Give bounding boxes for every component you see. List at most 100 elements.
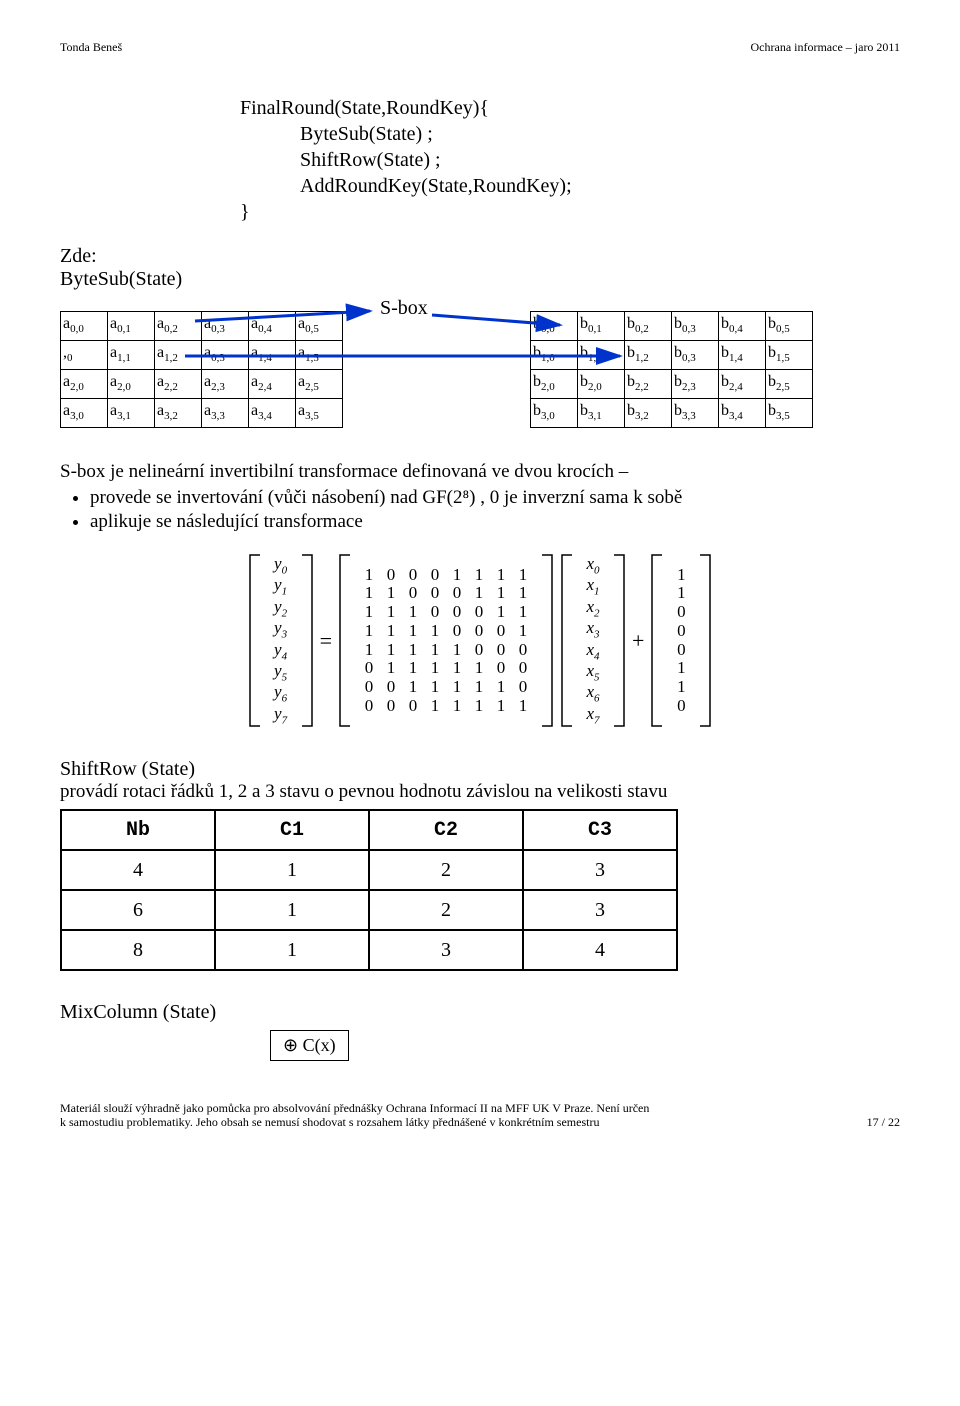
rot-cell: 1 — [215, 850, 369, 890]
matrix-cell: 0 — [424, 584, 446, 603]
matrix-cell: 0 — [402, 697, 424, 716]
state-cell: b1,2 — [625, 341, 672, 370]
state-cell: a1,5 — [296, 341, 343, 370]
matrix-cell: 0 — [358, 659, 380, 678]
state-cell: b2,4 — [719, 370, 766, 399]
plus-sign: + — [632, 628, 644, 654]
state-cell: a2,5 — [296, 370, 343, 399]
rot-cell: 1 — [215, 930, 369, 970]
matrix-cell: 1 — [512, 603, 534, 622]
matrix-cell: 1 — [380, 622, 402, 641]
state-cell: a2,0 — [108, 370, 155, 399]
page-footer: Materiál slouží výhradně jako pomůcka pr… — [60, 1101, 900, 1130]
matrix-cell: 1 — [490, 678, 512, 697]
state-cell: a3,1 — [108, 399, 155, 428]
code-line: AddRoundKey(State,RoundKey); — [300, 173, 900, 199]
matrix-cell: 1 — [512, 566, 534, 585]
state-cell: a0,4 — [249, 312, 296, 341]
state-cell: a0,2 — [155, 312, 202, 341]
m-matrix: 1000111111000111111000111111000111111000… — [358, 566, 534, 716]
state-cell: b3,4 — [719, 399, 766, 428]
state-cell: b3,1 — [578, 399, 625, 428]
matrix-cell: 1 — [380, 584, 402, 603]
state-cell: b0,1 — [578, 312, 625, 341]
state-cell: b0,3 — [672, 312, 719, 341]
matrix-cell: 0 — [424, 603, 446, 622]
shiftrow-title: ShiftRow (State) — [60, 758, 900, 781]
state-cell: a1,2 — [155, 341, 202, 370]
rot-header: C1 — [215, 810, 369, 850]
matrix-cell: 1 — [424, 678, 446, 697]
shiftrow-table: NbC1C2C3412361238134 — [60, 809, 678, 971]
matrix-cell: 1 — [424, 697, 446, 716]
rot-cell: 6 — [61, 890, 215, 930]
matrix-cell: 0 — [446, 603, 468, 622]
bullet-item: provede se invertování (vůči násobení) n… — [90, 487, 900, 509]
matrix-cell: 0 — [468, 641, 490, 660]
matrix-cell: 1 — [512, 622, 534, 641]
state-cell: a2,4 — [249, 370, 296, 399]
matrix-cell: 0 — [468, 603, 490, 622]
matrix-cell: 1 — [670, 678, 692, 697]
bracket-left — [248, 553, 262, 728]
mixcol-row: ⊕ C(x) — [60, 1030, 900, 1061]
bracket-right — [698, 553, 712, 728]
matrix-cell: 0 — [358, 678, 380, 697]
affine-matrix: y0y1y2y3y4y5y6y7 = 100011111100011111100… — [60, 553, 900, 728]
matrix-cell: 0 — [512, 659, 534, 678]
matrix-cell: 0 — [490, 622, 512, 641]
footer-line: Materiál slouží výhradně jako pomůcka pr… — [60, 1101, 649, 1115]
state-cell: ,0 — [61, 341, 108, 370]
matrix-cell: 1 — [468, 584, 490, 603]
matrix-cell: y4 — [268, 641, 294, 662]
matrix-cell: 0 — [468, 622, 490, 641]
matrix-cell: x6 — [580, 683, 606, 704]
sbox-diagram: a0,0a0,1a0,2a0,3a0,4a0,5,0a1,1a1,2a0,3a1… — [60, 301, 900, 451]
matrix-cell: 0 — [380, 566, 402, 585]
matrix-cell: 1 — [358, 584, 380, 603]
matrix-cell: y5 — [268, 662, 294, 683]
rot-cell: 4 — [61, 850, 215, 890]
matrix-cell: 0 — [490, 641, 512, 660]
matrix-cell: 1 — [424, 622, 446, 641]
state-cell: b2,3 — [672, 370, 719, 399]
matrix-cell: x1 — [580, 576, 606, 597]
mixcol-title: MixColumn (State) — [60, 1001, 900, 1024]
matrix-cell: 0 — [402, 584, 424, 603]
matrix-cell: 1 — [490, 566, 512, 585]
header-right: Ochrana informace – jaro 2011 — [751, 40, 901, 55]
state-cell: b0,3 — [672, 341, 719, 370]
shiftrow-desc: provádí rotaci řádků 1, 2 a 3 stavu o pe… — [60, 781, 900, 803]
rot-cell: 3 — [369, 930, 523, 970]
matrix-cell: x2 — [580, 598, 606, 619]
bullet-list: provede se invertování (vůči násobení) n… — [90, 487, 900, 533]
matrix-cell: 0 — [670, 603, 692, 622]
state-cell: a3,2 — [155, 399, 202, 428]
state-cell: b0,2 — [625, 312, 672, 341]
state-cell: b3,0 — [531, 399, 578, 428]
state-cell: b2,0 — [531, 370, 578, 399]
state-cell: a2,0 — [61, 370, 108, 399]
zde-title: Zde: — [60, 245, 900, 268]
rot-cell: 3 — [523, 850, 677, 890]
state-cell: a1,1 — [108, 341, 155, 370]
state-cell: a3,4 — [249, 399, 296, 428]
matrix-cell: 1 — [358, 641, 380, 660]
state-cell: a0,3 — [202, 341, 249, 370]
state-cell: a0,1 — [108, 312, 155, 341]
matrix-cell: 1 — [446, 678, 468, 697]
matrix-cell: y2 — [268, 598, 294, 619]
state-table-b: b0,0b0,1b0,2b0,3b0,4b0,5b1,0b1,1b1,2b0,3… — [530, 311, 813, 428]
bracket-left — [560, 553, 574, 728]
state-cell: b2,5 — [766, 370, 813, 399]
matrix-cell: x3 — [580, 619, 606, 640]
matrix-cell: x4 — [580, 641, 606, 662]
state-cell: a0,5 — [296, 312, 343, 341]
matrix-cell: 1 — [670, 566, 692, 585]
state-cell: b0,4 — [719, 312, 766, 341]
code-line: ShiftRow(State) ; — [300, 147, 900, 173]
matrix-cell: 0 — [446, 584, 468, 603]
code-line: FinalRound(State,RoundKey){ — [240, 95, 900, 121]
state-cell: b2,2 — [625, 370, 672, 399]
matrix-cell: 1 — [358, 566, 380, 585]
